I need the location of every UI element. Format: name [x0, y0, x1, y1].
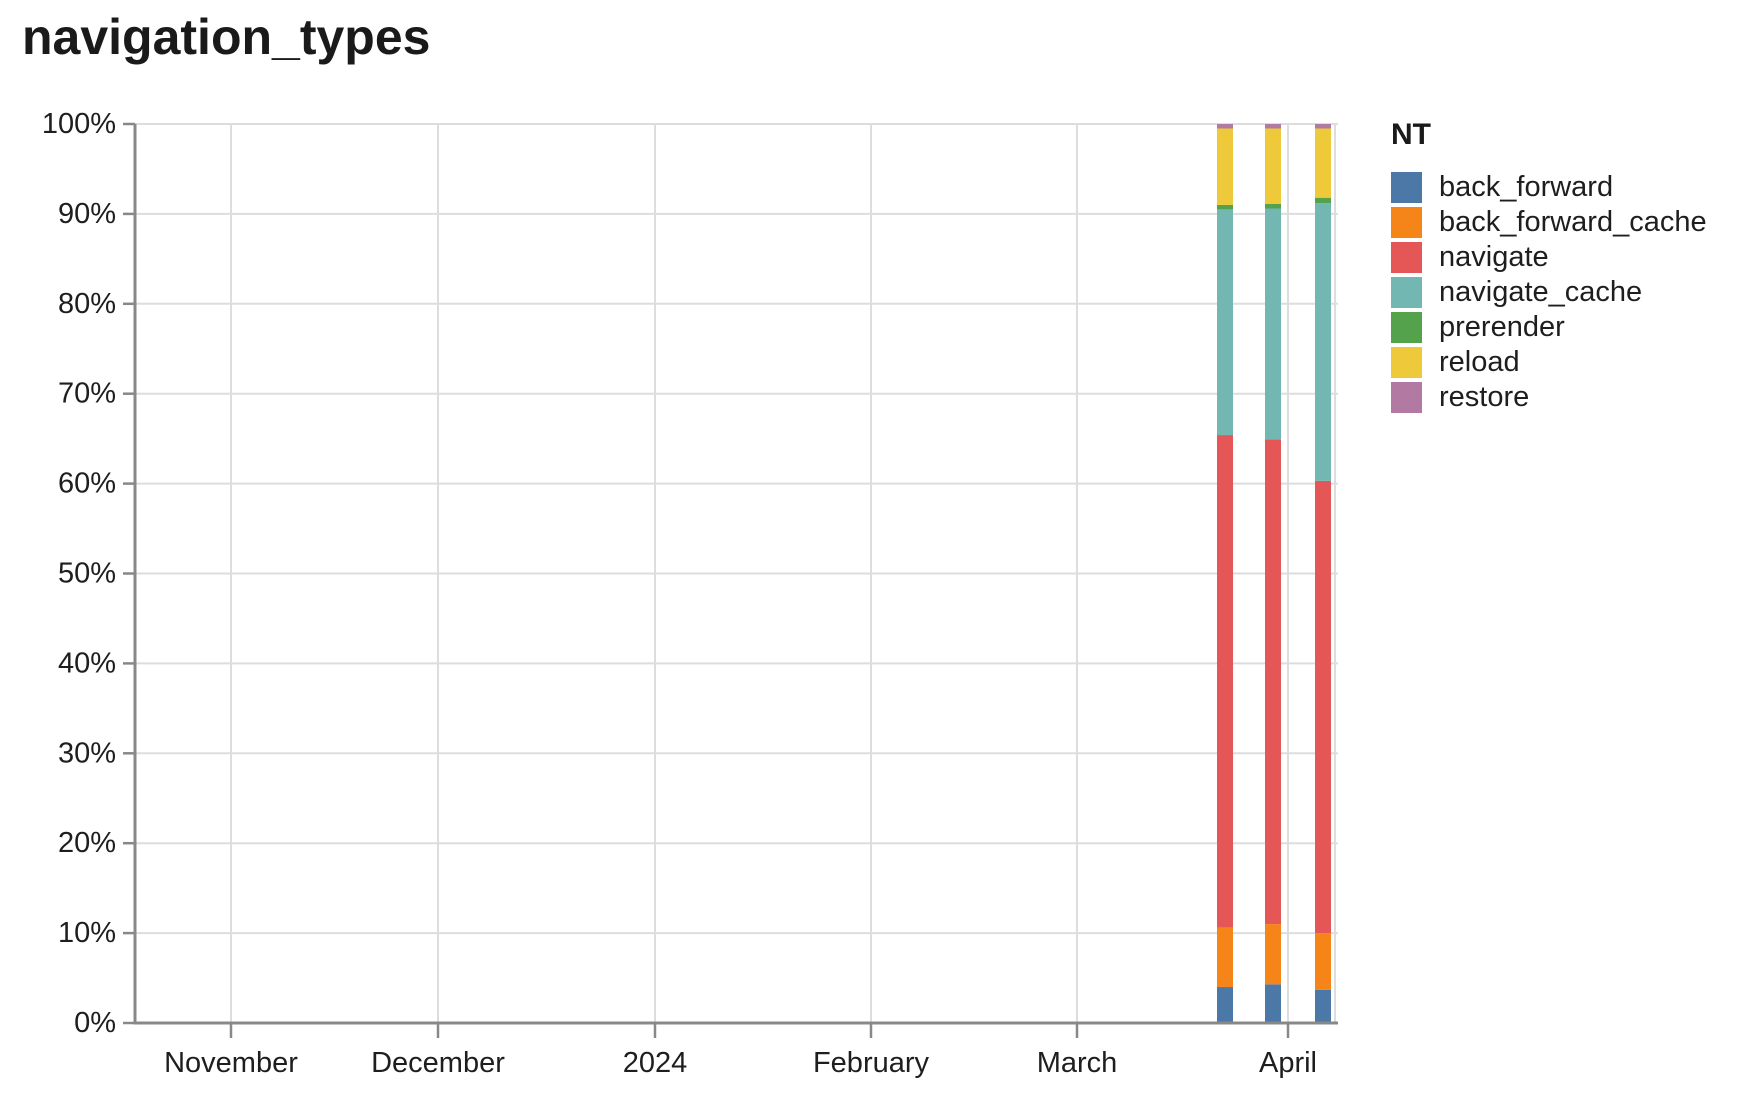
x-tick-label: March: [1037, 1047, 1118, 1079]
y-tick-label: 80%: [58, 288, 116, 320]
legend-item-restore: restore: [1391, 382, 1707, 413]
legend-swatch-navigate: [1391, 242, 1422, 273]
bar-3-segment-back_forward_cache: [1315, 933, 1331, 990]
y-tick-label: 50%: [58, 558, 116, 590]
legend-item-label: restore: [1439, 381, 1530, 413]
legend-swatch-back_forward: [1391, 172, 1422, 203]
legend: NT back_forward back_forward_cache navigat…: [1391, 120, 1707, 417]
legend-item-back_forward: back_forward: [1391, 172, 1707, 203]
legend-swatch-navigate_cache: [1391, 277, 1422, 308]
y-tick-label: 90%: [58, 198, 116, 230]
y-tick-label: 70%: [58, 378, 116, 410]
legend-swatch-back_forward_cache: [1391, 207, 1422, 238]
y-tick-label: 30%: [58, 737, 116, 769]
bar-2-segment-back_forward_cache: [1265, 924, 1281, 985]
bar-1-segment-navigate_cache: [1217, 209, 1233, 436]
legend-item-navigate: navigate: [1391, 242, 1707, 273]
bar-3-segment-restore: [1315, 124, 1331, 129]
bar-1-segment-back_forward_cache: [1217, 927, 1233, 988]
legend-item-back_forward_cache: back_forward_cache: [1391, 207, 1707, 238]
bar-1-segment-restore: [1217, 124, 1233, 129]
bar-3-segment-reload: [1315, 128, 1331, 198]
legend-item-label: back_forward: [1439, 171, 1614, 203]
legend-swatch-prerender: [1391, 312, 1422, 343]
x-tick-label: February: [813, 1047, 930, 1079]
x-tick-label: December: [371, 1047, 505, 1079]
y-tick-label: 40%: [58, 647, 116, 679]
legend-item-label: back_forward_cache: [1439, 206, 1707, 238]
legend-item-label: reload: [1439, 346, 1520, 378]
bar-1-segment-navigate: [1217, 435, 1233, 928]
legend-item-label: prerender: [1439, 311, 1565, 343]
legend-item-label: navigate_cache: [1439, 276, 1643, 308]
y-tick-label: 60%: [58, 468, 116, 500]
y-tick-label: 10%: [58, 917, 116, 949]
legend-swatch-restore: [1391, 382, 1422, 413]
bar-3-segment-prerender: [1315, 197, 1331, 204]
bar-2-segment-back_forward: [1265, 984, 1281, 1023]
legend-item-prerender: prerender: [1391, 312, 1707, 343]
y-tick-label: 0%: [74, 1007, 116, 1039]
legend-item-navigate_cache: navigate_cache: [1391, 277, 1707, 308]
x-tick-label: November: [164, 1047, 298, 1079]
bar-1-segment-prerender: [1217, 204, 1233, 210]
bar-3-segment-back_forward: [1315, 989, 1331, 1023]
legend-item-label: navigate: [1439, 241, 1549, 273]
bar-3-segment-navigate: [1315, 480, 1331, 934]
chart-title: navigation_types: [22, 9, 431, 65]
x-tick-label: April: [1259, 1047, 1317, 1079]
x-tick-label: 2024: [623, 1047, 688, 1079]
legend-swatch-reload: [1391, 347, 1422, 378]
y-tick-label: 20%: [58, 827, 116, 859]
bar-2-segment-reload: [1265, 128, 1281, 205]
bar-3-segment-navigate_cache: [1315, 203, 1331, 481]
bar-2-segment-navigate_cache: [1265, 208, 1281, 440]
legend-item-reload: reload: [1391, 347, 1707, 378]
y-tick-label: 100%: [42, 108, 116, 140]
bar-1-segment-reload: [1217, 128, 1233, 205]
bar-1-segment-back_forward: [1217, 987, 1233, 1023]
legend-title: NT: [1391, 118, 1431, 151]
bar-2-segment-restore: [1265, 124, 1281, 129]
bar-2-segment-navigate: [1265, 439, 1281, 925]
bar-2-segment-prerender: [1265, 204, 1281, 209]
